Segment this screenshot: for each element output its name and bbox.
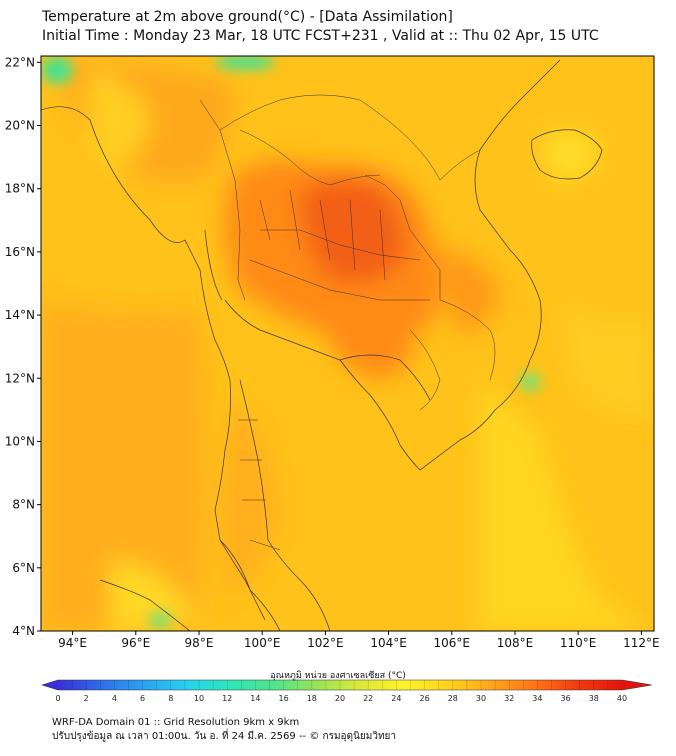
colorbar-tick-label: 2 xyxy=(84,694,89,703)
colorbar-tick-label: 38 xyxy=(589,694,599,703)
lat-tick-label: 14°N xyxy=(5,308,35,322)
lat-tick-label: 6°N xyxy=(12,561,35,575)
lon-tick-label: 112°E xyxy=(623,636,660,650)
colorbar-tick-label: 30 xyxy=(476,694,486,703)
colorbar-outline xyxy=(40,679,653,691)
colorbar-tick-label: 4 xyxy=(112,694,117,703)
colorbar-tick-label: 0 xyxy=(55,694,60,703)
colorbar-tick-label: 36 xyxy=(561,694,571,703)
colorbar-tick-label: 20 xyxy=(335,694,345,703)
colorbar-tick-label: 32 xyxy=(504,694,514,703)
map-frame xyxy=(40,55,655,632)
lon-tick-label: 110°E xyxy=(560,636,597,650)
colorbar-tick-label: 6 xyxy=(140,694,145,703)
colorbar-tick-label: 22 xyxy=(363,694,373,703)
lat-tick-label: 8°N xyxy=(12,498,35,512)
colorbar-tick-label: 14 xyxy=(250,694,260,703)
lon-tick-label: 100°E xyxy=(244,636,281,650)
lon-tick-label: 108°E xyxy=(497,636,534,650)
coastlines xyxy=(41,59,603,631)
colorbar-bar xyxy=(58,680,622,690)
colorbar-tick-label: 16 xyxy=(279,694,289,703)
colorbar: 0 2 4 6 8 10 12 14 16 18 20 22 24 26 28 30 32 34 36 38 40 xyxy=(40,679,653,703)
map-title: Temperature at 2m above ground(°C) - [Da… xyxy=(42,9,453,25)
lat-tick-label: 10°N xyxy=(5,434,35,448)
colorbar-tick-label: 34 xyxy=(532,694,542,703)
colorbar-tick-label: 28 xyxy=(448,694,458,703)
colorbar-tick-label: 10 xyxy=(194,694,204,703)
footer-credit: ปรับปรุงข้อมูล ณ เวลา 01:00น. วัน อ. ที่… xyxy=(52,731,397,742)
colorbar-label: อุณหภูมิ หน่วย องศาเซลเซียส (°C) xyxy=(270,671,406,681)
colorbar-max-extension xyxy=(622,680,652,690)
lat-tick-label: 20°N xyxy=(5,119,35,133)
lon-tick-label: 102°E xyxy=(307,636,344,650)
lat-tick-label: 12°N xyxy=(5,371,35,385)
colorbar-tick-label: 12 xyxy=(222,694,232,703)
longitude-axis: 94°E 96°E 98°E 100°E 102°E 104°E 106°E 108°E 110… xyxy=(58,631,660,650)
lon-tick-label: 96°E xyxy=(121,636,150,650)
lon-tick-label: 98°E xyxy=(185,636,214,650)
footer-model-info: WRF-DA Domain 01 :: Grid Resolution 9km … xyxy=(52,717,300,728)
temperature-field xyxy=(41,56,654,631)
lat-tick-label: 16°N xyxy=(5,245,35,259)
lat-tick-label: 18°N xyxy=(5,182,35,196)
lon-tick-label: 94°E xyxy=(58,636,87,650)
colorbar-tick-label: 26 xyxy=(420,694,430,703)
colorbar-tick-label: 40 xyxy=(617,694,627,703)
lat-tick-label: 4°N xyxy=(12,624,35,638)
colorbar-tick-label: 24 xyxy=(391,694,401,703)
lon-tick-label: 106°E xyxy=(434,636,471,650)
province-borders xyxy=(199,94,496,551)
latitude-axis: 22°N 20°N 18°N 16°N 14°N 12°N 10°N 8°N 6°N 4°N xyxy=(5,55,41,638)
colorbar-min-extension xyxy=(42,680,58,690)
colorbar-tick-label: 8 xyxy=(168,694,173,703)
lon-tick-label: 104°E xyxy=(370,636,407,650)
map-subtitle: Initial Time : Monday 23 Mar, 18 UTC FCS… xyxy=(42,28,599,44)
lat-tick-label: 22°N xyxy=(5,55,35,69)
colorbar-tick-label: 18 xyxy=(307,694,317,703)
